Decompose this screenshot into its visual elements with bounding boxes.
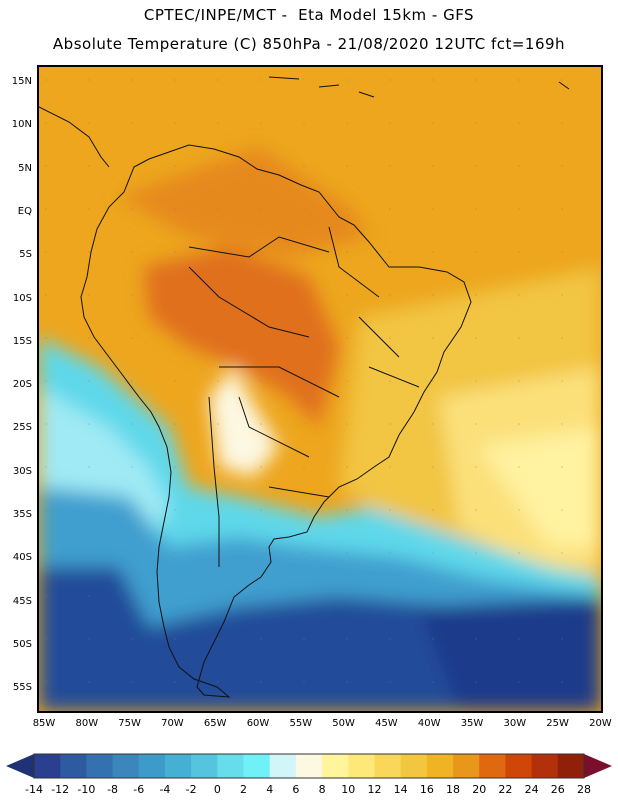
lon-label: 65W xyxy=(203,718,227,729)
colorbar-label: 6 xyxy=(292,783,300,796)
colorbar-label: 12 xyxy=(367,783,382,796)
coastlines-and-borders xyxy=(39,76,570,698)
lon-label: 75W xyxy=(118,718,141,729)
lon-label: 20W xyxy=(589,718,612,729)
colorbar xyxy=(6,753,612,779)
colorbar-cell xyxy=(453,754,480,778)
lat-label: 20S xyxy=(12,379,32,391)
colorbar-label: 26 xyxy=(550,783,565,796)
colorbar-label: -10 xyxy=(77,783,96,796)
colorbar-label: 14 xyxy=(393,783,408,796)
lat-label: 55S xyxy=(12,682,32,694)
colorbar-label: 18 xyxy=(446,783,461,796)
colorbar-label: -14 xyxy=(25,783,43,796)
chart-title: CPTEC/INPE/MCT - Eta Model 15km - GFS xyxy=(143,6,475,24)
colorbar-label: 10 xyxy=(341,783,356,796)
lon-label: 30W xyxy=(503,718,527,729)
colorbar-cell xyxy=(479,754,506,778)
lat-label: 45S xyxy=(12,595,32,607)
colorbar-label: 0 xyxy=(213,783,221,796)
colorbar-label: -2 xyxy=(185,783,197,796)
lon-label: 45W xyxy=(375,718,398,729)
colorbar-label: 16 xyxy=(419,783,434,796)
colorbar-cell xyxy=(217,754,245,778)
colorbar-left-arrow xyxy=(6,754,34,778)
colorbar-cell xyxy=(269,754,297,778)
caribbean-islands xyxy=(268,76,570,98)
lat-label: 5S xyxy=(19,249,32,261)
lon-label: 60W xyxy=(246,718,270,729)
grid-points xyxy=(39,67,601,711)
central-america-coastline xyxy=(39,106,110,168)
lat-label: 15N xyxy=(11,76,32,87)
lat-label: 50S xyxy=(12,638,32,650)
lon-label: 25W xyxy=(546,718,569,729)
colorbar-label: -4 xyxy=(159,783,171,796)
lon-label: 85W xyxy=(32,718,56,729)
lon-label: 50W xyxy=(332,718,355,729)
lon-label: 80W xyxy=(75,718,99,729)
lon-label: 70W xyxy=(161,718,184,729)
colorbar-label: 22 xyxy=(498,783,513,796)
lat-label: 30S xyxy=(12,465,32,477)
colorbar-cell xyxy=(164,754,192,778)
colorbar-label: 2 xyxy=(240,783,248,796)
lat-label: 25S xyxy=(12,422,32,434)
chart-subtitle: Absolute Temperature (C) 850hPa - 21/08/… xyxy=(52,35,566,53)
colorbar-cell xyxy=(505,754,533,778)
colorbar-label: 8 xyxy=(318,783,326,796)
colorbar-label: 24 xyxy=(524,783,539,796)
lat-label: EQ xyxy=(17,205,32,217)
colorbar-cell xyxy=(374,754,402,778)
colorbar-cell xyxy=(531,754,559,778)
colorbar-label: -6 xyxy=(133,783,145,796)
south-america-coastline xyxy=(80,144,472,698)
colorbar-cell xyxy=(86,754,114,778)
colorbar-cell xyxy=(34,754,61,778)
colorbar-cell xyxy=(112,754,140,778)
colorbar-right-arrow xyxy=(584,754,612,778)
colorbar-label: 28 xyxy=(577,783,591,796)
map-frame xyxy=(37,65,603,713)
lat-label: 40S xyxy=(12,552,32,564)
colorbar-cell xyxy=(426,754,454,778)
colorbar-cell xyxy=(400,754,428,778)
lon-label: 55W xyxy=(289,718,313,729)
country-borders-inner xyxy=(188,226,420,567)
colorbar-cell xyxy=(557,754,585,778)
colorbar-label: -12 xyxy=(51,783,70,796)
colorbar-cell xyxy=(348,754,375,778)
colorbar-cell xyxy=(191,754,218,778)
lat-label: 15S xyxy=(12,335,32,347)
colorbar-cell xyxy=(295,754,323,778)
lon-label: 40W xyxy=(417,718,441,729)
colorbar-label: 20 xyxy=(472,783,487,796)
colorbar-cell xyxy=(138,754,166,778)
lat-label: 10N xyxy=(11,119,32,131)
colorbar-label: 4 xyxy=(266,783,274,796)
colorbar-cell xyxy=(60,754,87,778)
lat-label: 35S xyxy=(12,509,32,520)
lat-label: 10S xyxy=(12,292,32,304)
colorbar-label: -8 xyxy=(107,783,119,796)
colorbar-cell xyxy=(322,754,349,778)
lat-label: 5N xyxy=(18,162,32,174)
colorbar-cell xyxy=(243,754,271,778)
temperature-map xyxy=(39,67,601,711)
lon-label: 35W xyxy=(460,718,484,729)
